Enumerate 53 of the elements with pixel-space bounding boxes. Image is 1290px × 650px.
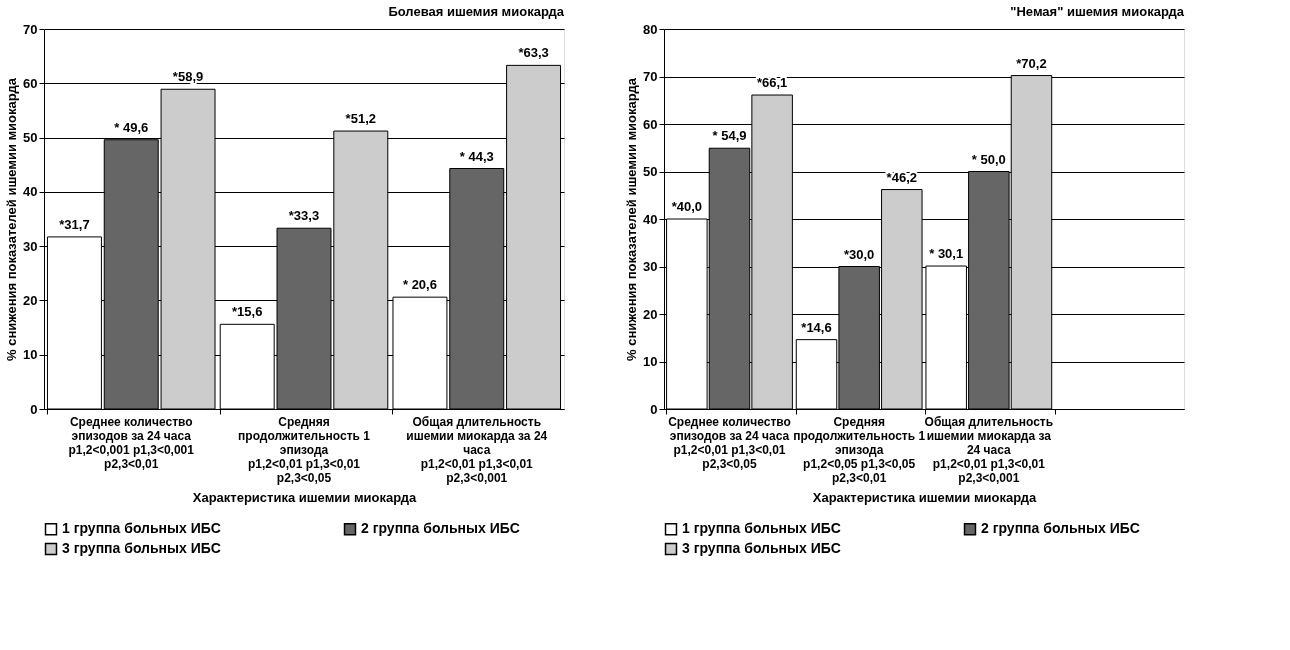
y-tick-label: 80 xyxy=(643,21,658,37)
data-label: *14,6 xyxy=(801,319,832,335)
y-tick-label: 50 xyxy=(643,164,658,179)
data-label: * 20,6 xyxy=(402,277,437,293)
y-tick-label: 10 xyxy=(23,347,38,363)
legend-label: 3 группа больных ИБС xyxy=(62,540,221,556)
data-label: *63,3 xyxy=(518,45,549,61)
data-label: *66,1 xyxy=(756,75,788,91)
y-tick-label: 30 xyxy=(23,238,38,254)
data-label: *70,2 xyxy=(1016,55,1047,71)
data-label: *40,0 xyxy=(671,199,703,214)
x-axis-title: Характеристика ишемии миокарда xyxy=(192,489,418,505)
data-label: *58,9 xyxy=(172,69,204,85)
legend-label: 2 группа больных ИБС xyxy=(361,520,520,537)
y-tick-label: 60 xyxy=(643,116,658,132)
x-axis-title: Характеристика ишемии миокарда xyxy=(812,489,1038,505)
x-tick-label: Средняя продолжительность 1 эпизода p1,2<0,05 p1,3<0,05 p2,3<0,01 xyxy=(793,414,926,485)
legend-label: 3 группа больных ИБС xyxy=(682,540,841,556)
data-label: *46,2 xyxy=(886,169,917,185)
x-tick-label: Общая длительность ишемии миокарда за 24 часа p1,2<0,01 p1,3<0,01 p2,3<0,001 xyxy=(406,414,548,485)
chart-title: "Немая" ишемия миокарда xyxy=(1010,4,1185,19)
data-label: * 54,9 xyxy=(712,128,747,144)
x-tick-label: Среднее количество эпизодов за 24 часа p1,2<0,001 p1,3<0,001 p2,3<0,01 xyxy=(68,414,195,471)
y-tick-label: 70 xyxy=(23,21,38,37)
data-label: *31,7 xyxy=(59,216,90,232)
y-tick-label: 60 xyxy=(23,75,38,91)
y-axis-title: % снижения показателей ишемии миокарда xyxy=(624,77,640,361)
legend-label: 2 группа больных ИБС xyxy=(981,520,1140,537)
legend-label: 1 группа больных ИБС xyxy=(682,520,841,537)
y-tick-label: 20 xyxy=(23,292,38,308)
y-tick-label: 50 xyxy=(23,130,38,146)
y-tick-label: 10 xyxy=(643,354,658,369)
y-tick-label: 20 xyxy=(643,306,658,322)
y-tick-label: 0 xyxy=(650,401,658,417)
data-label: *30,0 xyxy=(843,246,875,262)
chart-title: Болевая ишемия миокарда xyxy=(388,4,565,19)
y-tick-label: 40 xyxy=(23,184,38,200)
x-tick-label: Среднее количество эпизодов за 24 часа p1,2<0,01 p1,3<0,01 p2,3<0,05 xyxy=(668,414,791,471)
data-label: *51,2 xyxy=(345,111,376,127)
y-tick-label: 0 xyxy=(30,401,38,417)
legend-label: 1 группа больных ИБС xyxy=(62,520,221,537)
data-label: * 49,6 xyxy=(114,119,149,135)
data-label: *33,3 xyxy=(288,208,320,224)
x-tick-label: Средняя продолжительность 1 эпизода p1,2<0,01 p1,3<0,01 p2,3<0,05 xyxy=(238,414,371,485)
y-tick-label: 70 xyxy=(643,69,658,84)
data-label: * 30,1 xyxy=(929,246,964,262)
y-axis-title: % снижения показателей ишемии миокарда xyxy=(4,77,20,361)
data-label: * 50,0 xyxy=(971,151,1006,167)
y-tick-label: 40 xyxy=(643,211,658,227)
y-tick-label: 30 xyxy=(643,259,658,274)
data-label: *15,6 xyxy=(232,304,263,320)
x-tick-label: Общая длительность ишемии миокарда за 24 часа p1,2<0,01 p1,3<0,01 p2,3<0,001 xyxy=(924,414,1054,485)
data-label: * 44,3 xyxy=(459,148,494,164)
